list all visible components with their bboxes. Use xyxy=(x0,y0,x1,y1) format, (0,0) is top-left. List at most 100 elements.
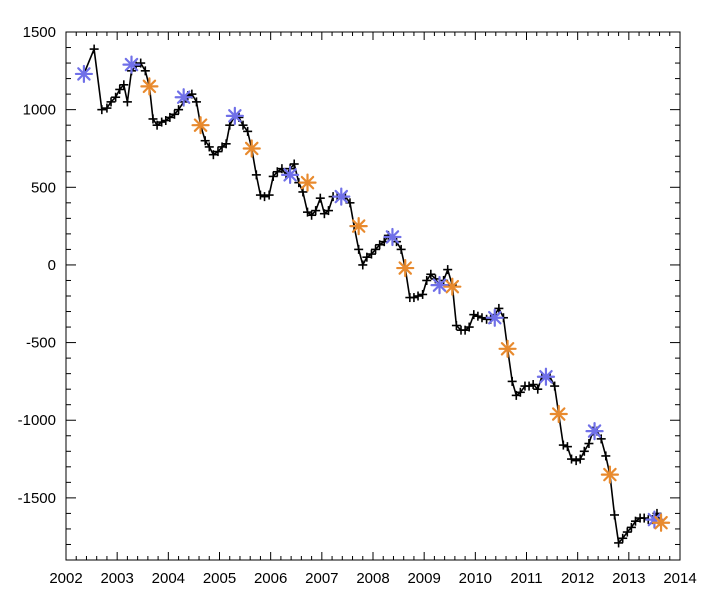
series-point xyxy=(136,58,146,68)
asterisk-point xyxy=(191,116,210,135)
x-tick-label: 2012 xyxy=(561,570,594,587)
y-tick-label: -500 xyxy=(26,335,56,352)
series-point xyxy=(550,381,560,391)
series-point xyxy=(111,92,121,102)
series-point xyxy=(630,516,640,526)
series-point xyxy=(494,303,504,313)
series-point xyxy=(567,454,577,464)
series-point xyxy=(614,538,624,548)
y-tick-label: -1000 xyxy=(18,412,56,429)
x-tick-label: 2008 xyxy=(356,570,389,587)
series-point xyxy=(323,206,333,216)
x-tick-label: 2005 xyxy=(203,570,236,587)
series-point xyxy=(515,387,525,397)
series-point xyxy=(243,126,253,136)
x-tick-label: 2009 xyxy=(407,570,440,587)
series-point xyxy=(366,249,376,259)
x-tick-label: 2006 xyxy=(254,570,287,587)
series-point xyxy=(157,117,167,127)
x-tick-label: 2013 xyxy=(612,570,645,587)
series-point xyxy=(140,66,150,76)
series-point xyxy=(97,105,107,115)
asterisk-point xyxy=(396,258,415,278)
asterisk-point xyxy=(122,55,141,74)
plot-frame xyxy=(65,31,681,561)
series-point xyxy=(618,533,628,543)
series-point xyxy=(469,310,479,320)
series-point xyxy=(208,150,218,160)
series-point xyxy=(610,510,620,520)
series-point xyxy=(396,244,406,254)
asterisk-point xyxy=(281,165,300,184)
asterisk-point xyxy=(443,277,462,296)
x-tick-label: 2004 xyxy=(152,570,185,587)
series-point xyxy=(307,210,317,220)
series-point xyxy=(315,193,325,203)
series-point xyxy=(626,522,636,532)
series-point xyxy=(264,190,274,200)
y-tick-label: 1500 xyxy=(23,24,56,41)
series-point xyxy=(191,97,201,107)
asterisk-point xyxy=(74,64,94,84)
y-tick-label: -1500 xyxy=(18,490,56,507)
x-tick-label: 2003 xyxy=(100,570,133,587)
asterisk-point xyxy=(498,339,517,358)
asterisk-point xyxy=(600,465,620,484)
asterisk-point xyxy=(549,404,568,424)
series-point xyxy=(238,120,248,130)
series-point xyxy=(451,321,461,331)
series-point xyxy=(251,170,261,180)
series-point xyxy=(148,114,158,124)
series-point xyxy=(298,187,308,197)
asterisk-point xyxy=(298,173,317,192)
series-point xyxy=(562,442,572,452)
series-point xyxy=(260,192,270,202)
series-point xyxy=(413,291,423,301)
x-tick-label: 2014 xyxy=(663,570,696,587)
series-point xyxy=(622,527,632,537)
series-point xyxy=(477,313,487,323)
asterisk-point xyxy=(174,88,193,107)
series-point xyxy=(575,454,585,464)
x-tick-label: 2002 xyxy=(49,570,82,587)
series-point xyxy=(601,451,611,461)
series-point xyxy=(443,265,453,275)
series-point xyxy=(89,44,99,54)
series-point xyxy=(409,293,419,303)
series-point xyxy=(533,384,543,394)
series-point xyxy=(464,322,474,332)
series-point xyxy=(255,190,265,200)
data-layer xyxy=(74,44,671,548)
series-point xyxy=(375,240,385,250)
x-tick-label: 2011 xyxy=(510,570,542,587)
series-point xyxy=(106,97,116,107)
ticks-layer xyxy=(65,31,681,561)
asterisk-point xyxy=(651,513,671,532)
asterisk-point xyxy=(332,187,351,206)
x-tick-label: 2007 xyxy=(305,570,338,587)
series-point xyxy=(358,260,368,270)
asterisk-point xyxy=(536,367,556,386)
series-point xyxy=(524,381,534,391)
series-point xyxy=(596,434,606,444)
asterisk-point xyxy=(430,276,449,295)
series-point xyxy=(311,206,321,216)
asterisk-point xyxy=(349,217,368,236)
series-line xyxy=(83,48,662,544)
y-tick-label: 500 xyxy=(31,179,56,196)
series-point xyxy=(272,167,282,177)
series-point xyxy=(200,136,210,146)
series-point xyxy=(221,139,231,149)
series-point xyxy=(169,109,179,119)
series-point xyxy=(213,147,223,157)
series-point xyxy=(426,269,436,279)
series-point xyxy=(152,120,162,130)
series-point xyxy=(579,446,589,456)
series-point xyxy=(289,159,299,169)
series-point xyxy=(102,103,112,113)
series-point xyxy=(371,244,381,254)
asterisk-point xyxy=(383,227,402,247)
series-point xyxy=(639,513,649,523)
series-point xyxy=(119,80,129,90)
series-point xyxy=(204,142,214,152)
